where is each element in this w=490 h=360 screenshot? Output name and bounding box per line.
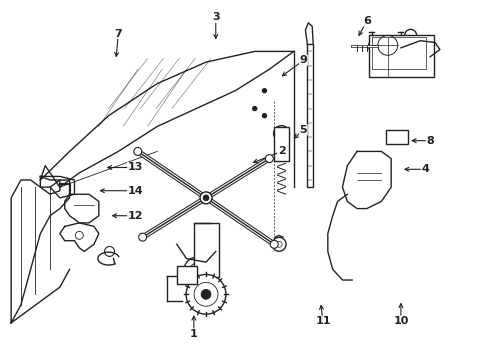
Circle shape <box>253 107 257 111</box>
Circle shape <box>270 240 278 248</box>
Text: 4: 4 <box>421 164 429 174</box>
Text: 11: 11 <box>315 316 331 326</box>
Circle shape <box>186 274 226 314</box>
Bar <box>307 44 313 187</box>
Text: 6: 6 <box>363 16 371 26</box>
Bar <box>194 223 219 278</box>
Bar <box>369 35 434 77</box>
Text: 3: 3 <box>212 13 220 22</box>
Circle shape <box>203 195 209 201</box>
Circle shape <box>273 126 290 141</box>
Circle shape <box>272 237 286 251</box>
Circle shape <box>200 192 212 204</box>
Circle shape <box>368 38 385 54</box>
Circle shape <box>134 148 142 156</box>
Text: 8: 8 <box>426 136 434 146</box>
Text: 13: 13 <box>128 162 143 172</box>
Circle shape <box>263 89 267 93</box>
Text: 1: 1 <box>190 329 198 339</box>
Circle shape <box>104 247 115 256</box>
Circle shape <box>139 233 147 241</box>
Text: 5: 5 <box>300 125 307 135</box>
Circle shape <box>263 114 267 118</box>
Text: 10: 10 <box>393 316 409 326</box>
Bar <box>273 127 290 161</box>
Bar <box>386 130 408 144</box>
Circle shape <box>201 289 211 299</box>
Circle shape <box>266 154 273 162</box>
Bar <box>177 266 196 284</box>
Text: 12: 12 <box>127 211 143 221</box>
Circle shape <box>184 257 208 281</box>
Text: 14: 14 <box>127 186 143 196</box>
Bar <box>372 37 426 69</box>
Text: 2: 2 <box>278 147 285 157</box>
Text: 7: 7 <box>115 28 122 39</box>
Text: 9: 9 <box>299 55 307 65</box>
